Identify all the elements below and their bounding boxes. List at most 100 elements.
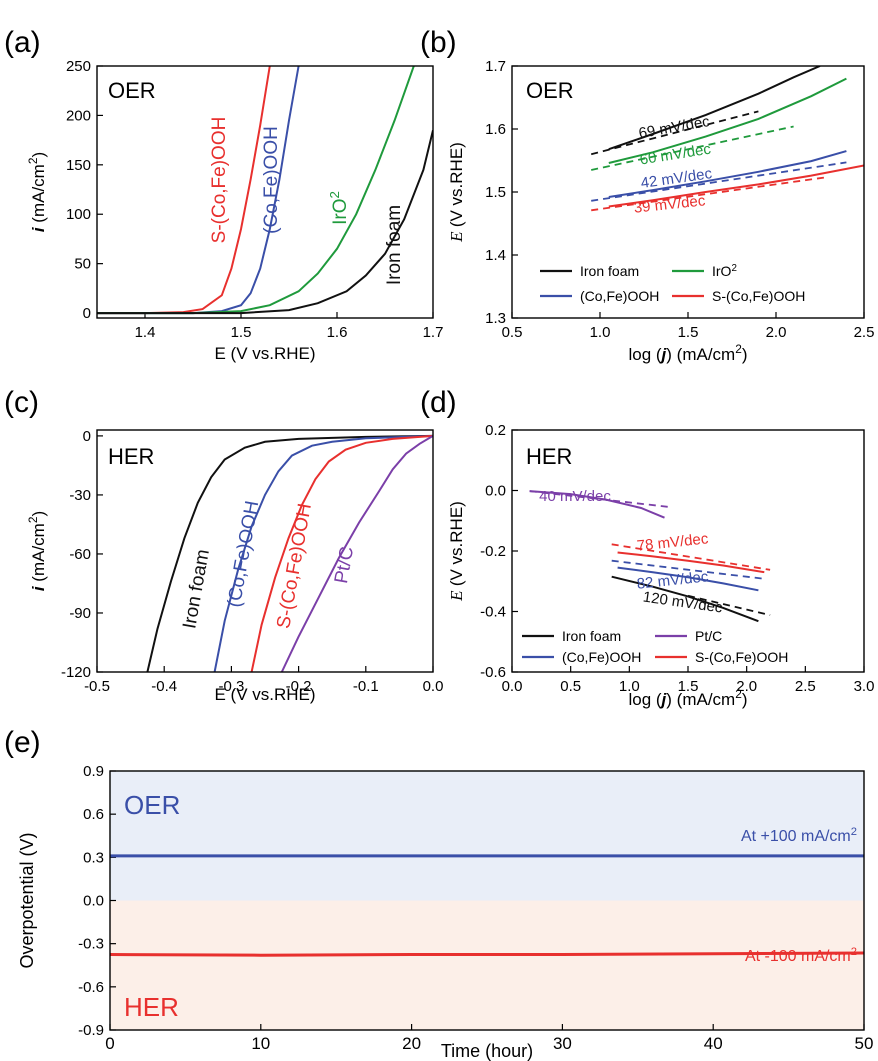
x-tick-label: 1.6 (327, 324, 348, 341)
y-tick-label: 0.0 (83, 893, 104, 910)
region-label: HER (124, 992, 179, 1022)
legend-entry: (Co,Fe)OOH (580, 288, 659, 304)
curve-annotation: IrO2 (327, 191, 352, 225)
x-tick-label: 30 (553, 1034, 572, 1053)
panel-c: -0.5 -0.4 -0.3 -0.2 -0.1 0.0 0 -30 -60 -90 -120 (c)… (4, 386, 443, 704)
y-axis-label-part: ) (29, 152, 48, 158)
x-axis-label-part: j (660, 345, 668, 364)
plot-frame (511, 429, 865, 673)
panel-tag: HER (108, 444, 154, 469)
curve-annotation: Iron foam (179, 548, 214, 631)
panel-a: 1.4 1.5 1.6 1.7 0 50 100 150 200 250 (a) OER E (V vs… (4, 26, 443, 363)
series-line-(Co,Fe)OOH (608, 150, 847, 198)
fit-line-(Co,Fe)OOH (611, 559, 765, 580)
y-tick-label: 1.3 (485, 310, 506, 327)
fit-line-Iron foam (687, 594, 771, 616)
y-tick-label: 0.0 (485, 483, 506, 500)
series-note: At -100 mA/cm2 (745, 946, 857, 965)
series-line-IrO2 (97, 66, 415, 315)
x-tick-label: 1.5 (231, 324, 252, 341)
y-tick-label: 0.2 (485, 422, 506, 439)
x-axis-label-part: log ( (628, 690, 661, 709)
x-axis-label-part: j (660, 690, 668, 709)
series-note-part: 2 (851, 826, 857, 838)
y-tick-label: -0.6 (78, 979, 104, 996)
y-tick-label: 50 (74, 256, 91, 273)
x-tick-label: 1.4 (135, 324, 156, 341)
series-line-(Co,Fe)OOH (213, 434, 433, 672)
y-tick-label: -0.3 (78, 936, 104, 953)
region-label: OER (124, 790, 180, 820)
slope-label: 40 mV/dec (539, 488, 611, 505)
y-tick-label: 0.9 (83, 763, 104, 780)
y-tick-label: -30 (69, 487, 91, 504)
x-axis-label-part: 2 (735, 687, 742, 701)
y-axis-label-part: 2 (26, 157, 40, 164)
series-line-(Co,Fe)OOH (617, 566, 759, 592)
x-tick-label: 1.0 (590, 324, 611, 341)
slope-label: 120 mV/dec (642, 589, 724, 617)
curve-annotation: Pt/C (331, 545, 358, 585)
panel-tag: OER (108, 78, 156, 103)
legend-entry: (Co,Fe)OOH (562, 649, 641, 665)
series-note-part: At -100 mA/cm (745, 948, 851, 965)
curve-annotation: (Co,Fe)OOH (224, 499, 263, 609)
fit-line-S-(Co,Fe)OOH (591, 176, 829, 212)
x-tick-label: 40 (704, 1034, 723, 1053)
series-line-S-(Co,Fe)OOH (608, 164, 864, 208)
x-tick-label: -0.1 (353, 678, 379, 695)
x-axis-label: log (j) (mA/cm2) (628, 342, 747, 364)
x-tick-label: 2.0 (736, 678, 757, 695)
fit-line-(Co,Fe)OOH (591, 161, 847, 202)
y-axis-label-part: (V vs.RHE) (447, 142, 466, 227)
x-axis-label: E (V vs.RHE) (214, 685, 315, 704)
fit-line-Iron foam (590, 110, 759, 156)
x-axis-label-part: ) (742, 345, 748, 364)
x-tick-label: 0 (105, 1034, 114, 1053)
fit-line-S-(Co,Fe)OOH (611, 543, 771, 571)
series-line-Pt/C (529, 490, 665, 519)
series-line-Pt/C (280, 435, 433, 672)
series-note: At +100 mA/cm2 (741, 826, 857, 845)
x-tick-label: -0.3 (218, 678, 244, 695)
y-tick-label: -0.2 (480, 543, 506, 560)
x-tick-label: 1.5 (678, 324, 699, 341)
legend-entry-part: (Co,Fe)OOH (580, 288, 659, 304)
legend-entry: S-(Co,Fe)OOH (712, 288, 805, 304)
y-tick-label: 1.7 (485, 58, 506, 75)
panel-label: (b) (420, 26, 457, 59)
plot-frame (96, 429, 434, 673)
y-tick-label: 1.6 (485, 121, 506, 138)
y-tick-label: 0.6 (83, 806, 104, 823)
slope-label: 78 mV/dec (636, 530, 710, 554)
y-axis-label-part: ) (29, 511, 48, 517)
x-tick-label: 0.0 (423, 678, 444, 695)
curve-annotation-part: Iron foam (384, 205, 405, 285)
y-tick-label: 0.3 (83, 849, 104, 866)
series-line-S-(Co,Fe)OOH (250, 434, 433, 672)
region-OER (110, 771, 864, 901)
y-tick-label: 200 (66, 107, 91, 124)
series-line-Iron foam (146, 434, 433, 672)
plot-frame (511, 65, 865, 319)
curve-annotation: S-(Co,Fe)OOH (209, 117, 230, 244)
series-line-S-(Co,Fe)OOH (617, 551, 765, 574)
y-tick-label: 0 (83, 428, 91, 445)
x-tick-label: 0.5 (560, 678, 581, 695)
y-axis-label-part: (mA/cm (29, 523, 48, 586)
curve-annotation-part: 2 (327, 191, 342, 198)
y-tick-label: 150 (66, 157, 91, 174)
y-tick-label: -90 (69, 605, 91, 622)
x-tick-label: 1.7 (423, 324, 444, 341)
y-tick-label: -120 (61, 664, 91, 681)
y-axis-label-part: E (447, 227, 466, 243)
y-axis-label-part: (mA/cm (29, 164, 48, 227)
x-tick-label: 50 (855, 1034, 874, 1053)
y-axis-label-part: E (447, 586, 466, 602)
y-axis-label: Overpotential (V) (17, 832, 37, 968)
y-axis-label-part: 2 (26, 516, 40, 523)
y-tick-label: -0.9 (78, 1022, 104, 1039)
x-tick-label: 10 (251, 1034, 270, 1053)
